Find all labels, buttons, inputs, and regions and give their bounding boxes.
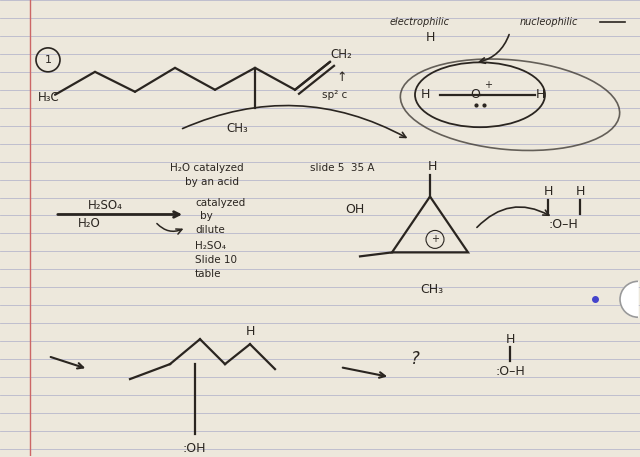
Text: CH₃: CH₃ xyxy=(420,283,443,296)
Text: ?: ? xyxy=(411,350,419,368)
Text: by an acid: by an acid xyxy=(185,176,239,186)
Text: :O–H: :O–H xyxy=(495,365,525,377)
Text: H: H xyxy=(543,185,553,198)
Text: H: H xyxy=(245,324,255,338)
Text: H: H xyxy=(535,88,545,101)
Text: H₃C: H₃C xyxy=(38,91,60,104)
Text: electrophilic: electrophilic xyxy=(390,17,450,27)
Text: slide 5  35 A: slide 5 35 A xyxy=(310,163,374,173)
Text: CH₃: CH₃ xyxy=(226,122,248,135)
Text: catalyzed: catalyzed xyxy=(195,197,245,207)
Text: H: H xyxy=(575,185,585,198)
Text: +: + xyxy=(431,234,439,244)
Text: dilute: dilute xyxy=(195,225,225,235)
Text: H: H xyxy=(428,160,436,173)
Text: H: H xyxy=(506,333,515,345)
Text: O: O xyxy=(470,88,480,101)
Text: CH₂: CH₂ xyxy=(330,48,352,61)
Text: H₂SO₄: H₂SO₄ xyxy=(88,199,123,212)
Text: nucleophilic: nucleophilic xyxy=(520,17,579,27)
Text: table: table xyxy=(195,269,221,279)
Text: H: H xyxy=(420,88,429,101)
Text: Slide 10: Slide 10 xyxy=(195,255,237,266)
Text: H₂SO₄: H₂SO₄ xyxy=(195,241,226,251)
Wedge shape xyxy=(620,282,638,317)
Text: H₂O catalyzed: H₂O catalyzed xyxy=(170,163,244,173)
Text: 1: 1 xyxy=(45,55,51,65)
Text: OH: OH xyxy=(345,203,364,216)
Text: H₂O: H₂O xyxy=(78,217,100,230)
Text: H: H xyxy=(426,32,435,44)
Text: :OH: :OH xyxy=(182,442,205,456)
Text: :O–H: :O–H xyxy=(548,218,578,231)
Text: sp² c: sp² c xyxy=(323,90,348,100)
Text: by: by xyxy=(200,212,212,222)
Text: +: + xyxy=(484,80,492,90)
Text: ↑: ↑ xyxy=(337,71,348,84)
